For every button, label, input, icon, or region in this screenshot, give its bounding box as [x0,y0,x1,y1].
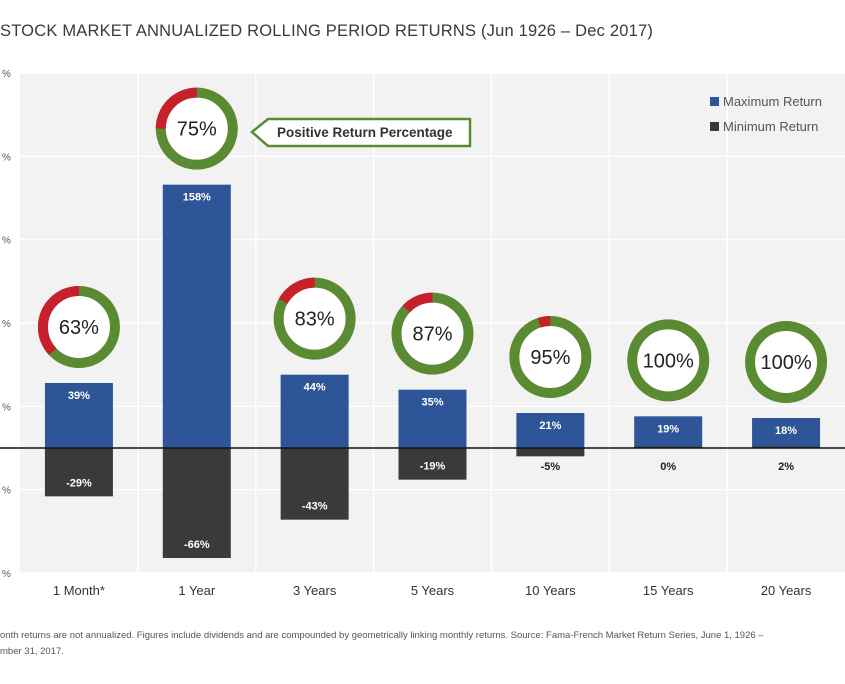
bar-max [516,413,585,448]
bar-max-label: 19% [657,423,679,435]
legend-label-max: Maximum Return [723,94,822,109]
ring-label: 100% [760,352,811,374]
bar-min-label: -43% [302,501,328,513]
y-tick-label: % [2,486,11,497]
x-tick-label: 1 Year [178,583,216,598]
legend-swatch-max [710,97,719,106]
ring-label: 95% [530,347,570,369]
bar-max [44,383,113,448]
y-tick-label: % [2,319,11,330]
bar-min-label: 2% [778,461,794,473]
chart: %%%%%%% 63% 75% 83% 87% 95% 100% 100% 39% -29% 1… [0,69,845,598]
x-tick-label: 20 Years [761,583,812,598]
ring-label: 63% [59,317,99,339]
ring-label: 75% [177,119,217,141]
bar-min-label: -19% [420,461,446,473]
ring-label: 100% [643,350,694,372]
y-tick-label: % [2,69,11,80]
footnote-line-2: mber 31, 2017. [0,646,64,657]
bar-min-label: 0% [660,461,676,473]
ring-negative [273,277,356,360]
bar-max-label: 21% [539,420,561,432]
bar-min [280,448,349,520]
x-tick-label: 10 Years [525,583,576,598]
ring-positive [509,316,592,398]
ring-negative [391,292,474,375]
bar-max [398,389,467,448]
legend-label-min: Minimum Return [723,119,818,134]
y-tick-label: % [2,402,11,413]
footnote-line-1: onth returns are not annualized. Figures… [0,630,764,641]
legend-swatch-min [710,122,719,131]
bar-min [398,448,467,480]
ring-negative [37,286,120,368]
bar-max-label: 44% [304,382,326,394]
x-tick-label: 3 Years [293,583,337,598]
bar-max [752,418,821,448]
y-tick-label: % [2,236,11,247]
x-tick-label: 1 Month* [53,583,105,598]
annotation-text: Positive Return Percentage [277,125,453,140]
bar-min [162,448,231,558]
ring-label: 87% [412,324,452,346]
bar-max-label: 158% [183,192,211,204]
annotation-box [250,117,472,148]
bar-min [44,448,113,497]
bar-min-label: -5% [541,461,561,473]
footnote: onth returns are not annualized. Figures… [0,628,840,660]
legend: Maximum Return Minimum Return [710,94,822,134]
bar-min-label: -66% [184,539,210,551]
bar-max [162,184,231,448]
bar-min [516,448,585,457]
labels: 39% -29% 1 Month* 158% -66% 1 Year 44% -43% 3 Ye… [53,192,812,598]
ring-label: 83% [295,309,335,331]
bar-max [280,374,349,448]
x-tick-label: 15 Years [643,583,694,598]
bars [0,184,845,558]
bar-max-label: 18% [775,425,797,437]
ring-negative [155,87,238,170]
annotation-callout: Positive Return Percentage [250,117,472,148]
ring-positive [745,321,828,403]
y-tick-label: % [2,569,11,580]
bar-min-label: -29% [66,477,92,489]
bar-max-label: 35% [421,397,443,409]
bar-max-label: 39% [68,390,90,402]
bar-max [634,416,703,448]
x-tick-label: 5 Years [411,583,455,598]
positive-rings: 63% 75% 83% 87% 95% 100% 100% [37,87,828,403]
y-tick-label: % [2,152,11,163]
ring-positive [627,319,710,402]
chart-title: STOCK MARKET ANNUALIZED ROLLING PERIOD R… [0,22,654,40]
